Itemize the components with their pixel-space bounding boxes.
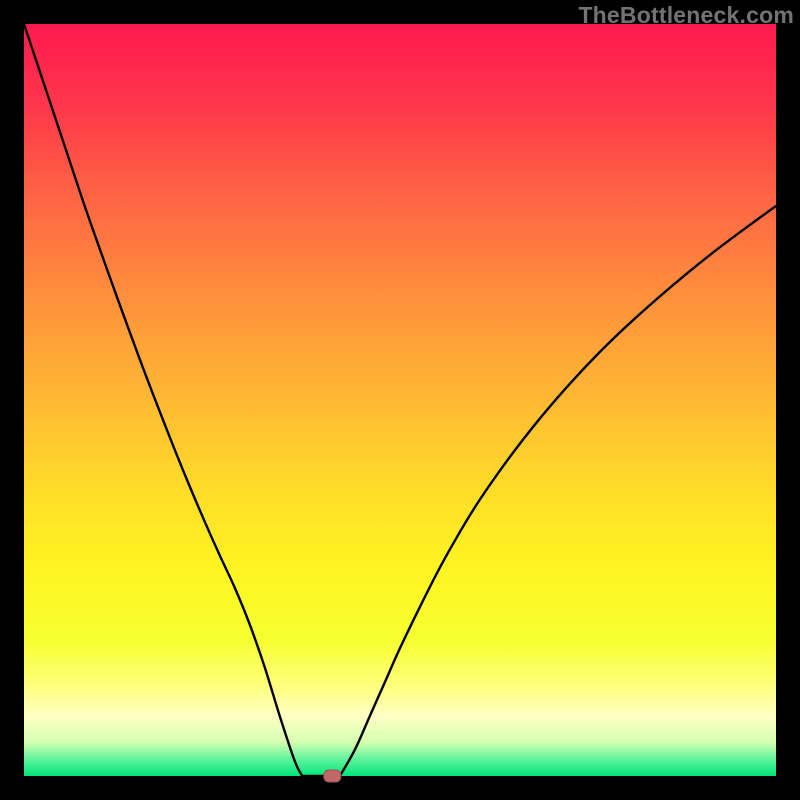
bottleneck-chart: TheBottleneck.com (0, 0, 800, 800)
watermark-text: TheBottleneck.com (578, 2, 794, 29)
optimal-point-marker (324, 770, 341, 782)
chart-svg (0, 0, 800, 800)
chart-background (24, 24, 776, 776)
